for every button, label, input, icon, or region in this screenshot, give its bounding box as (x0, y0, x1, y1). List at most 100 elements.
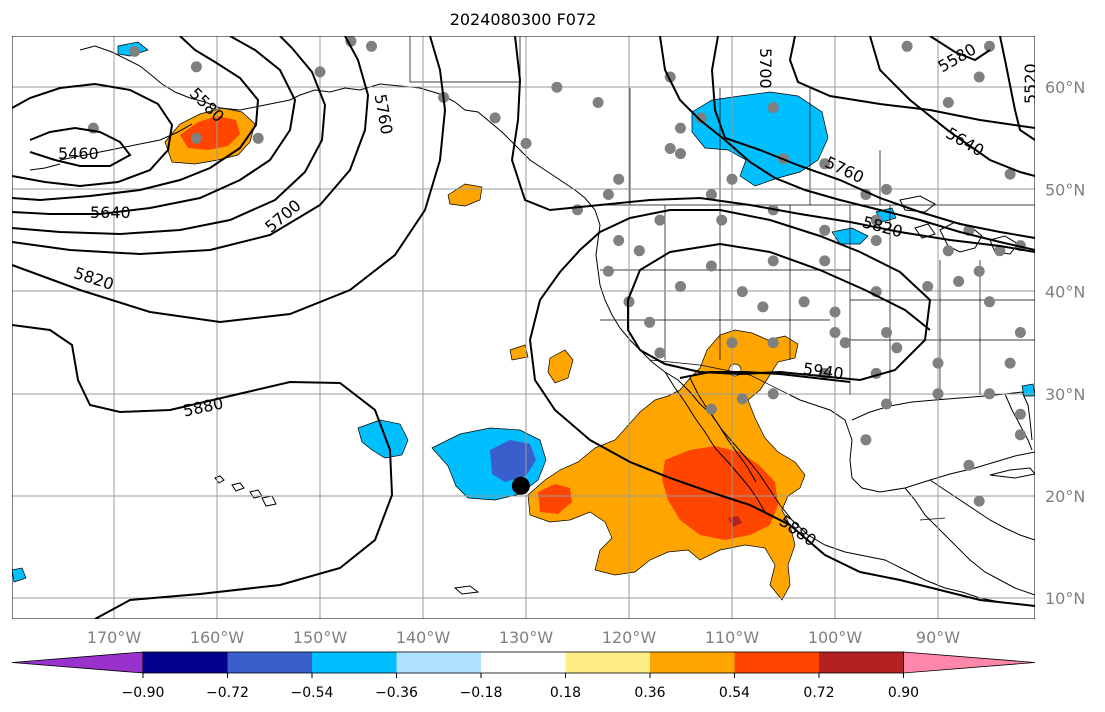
contour-5520 (12, 82, 174, 188)
station-dot (757, 301, 769, 313)
station-dot (644, 316, 656, 328)
station-dot (984, 40, 995, 52)
station-dot (767, 388, 779, 400)
station-dot (984, 296, 995, 308)
latitude-tick-label: 60°N (1045, 78, 1085, 97)
colorbar-tick-label: −0.18 (460, 685, 503, 701)
longitude-tick-label: 160°W (190, 628, 245, 647)
station-dot (932, 388, 944, 400)
contour-label: 5640 (90, 203, 131, 222)
station-dot (1014, 408, 1026, 420)
colorbar-segment (819, 652, 904, 673)
station-dot (860, 189, 872, 200)
contour-5460 (29, 126, 132, 167)
negative-anomaly-small-5 (1021, 383, 1035, 397)
station-dot (664, 143, 676, 154)
longitude-tick-label: 110°W (705, 628, 760, 647)
station-dot (705, 260, 717, 272)
station-dot (366, 40, 377, 52)
contour-5760-a (12, 36, 370, 256)
station-dot (489, 112, 501, 124)
station-dot (1036, 317, 1047, 328)
colorbar-segment (227, 652, 313, 673)
station-dot (767, 102, 779, 114)
station-dot (881, 183, 892, 195)
station-dot (973, 495, 985, 507)
longitude-tick-label: 140°W (396, 628, 451, 647)
contour-5640-a (12, 36, 297, 215)
contour-label: 5460 (58, 144, 99, 163)
colorbar-tick-label: −0.72 (206, 685, 249, 701)
gridlines (12, 36, 1035, 619)
contour-5820-a (12, 36, 447, 324)
positive-anomaly-small-1 (538, 484, 572, 514)
latitude-tick-label: 30°N (1045, 385, 1085, 404)
station-dot (767, 337, 779, 349)
longitude-tick-label: 100°W (808, 628, 863, 647)
station-dot (520, 137, 532, 149)
station-dot (870, 214, 882, 226)
station-dot (602, 189, 614, 200)
station-dot (870, 235, 882, 246)
station-dot (860, 434, 872, 446)
positive-anomaly-small-2 (547, 349, 574, 384)
station-dot (129, 45, 141, 57)
station-dot (633, 245, 645, 257)
station-dot (602, 265, 614, 277)
colorbar-outline (142, 651, 904, 674)
station-dot (705, 189, 717, 200)
station-dot (726, 173, 738, 185)
colorbar-extend-high (903, 651, 1036, 674)
contour-5760-b (710, 36, 1035, 239)
contour-5880-a (12, 324, 394, 619)
station-dot (675, 281, 686, 292)
station-dot (942, 245, 954, 257)
colorbar-segment (734, 652, 820, 673)
station-dot (654, 347, 666, 359)
station-dot (190, 132, 202, 144)
latitude-tick-label: 40°N (1045, 283, 1085, 302)
station-dot (1014, 327, 1026, 338)
station-dot (819, 158, 831, 170)
station-dot (984, 388, 995, 400)
contour-5580-b (659, 36, 1035, 251)
contour-5580-c (788, 36, 1035, 129)
station-dot (829, 327, 841, 338)
station-dot (613, 235, 625, 246)
station-dot (901, 40, 913, 52)
station-dot (973, 71, 985, 83)
colorbar-tick-label: −0.36 (375, 685, 418, 701)
colorbar-segment (312, 652, 397, 673)
station-dot (551, 81, 563, 93)
station-dot (252, 132, 264, 144)
station-dot (932, 357, 944, 369)
station-dot (922, 281, 934, 292)
station-dot (1014, 429, 1026, 441)
chart-title: 2024080300 F072 (450, 10, 597, 29)
colorbar-tick-label: 0.72 (803, 685, 834, 701)
colorbar-tick-label: 0.90 (888, 685, 919, 701)
colorbar-tick-label: 0.36 (634, 685, 665, 701)
longitude-tick-label: 150°W (293, 628, 348, 647)
longitude-tick-label: 90°W (916, 628, 960, 647)
colorbar-tick-label: 0.18 (550, 685, 581, 701)
station-dot (736, 286, 748, 298)
contour-5940 (679, 371, 851, 383)
colorbar-segment (143, 652, 228, 673)
station-dot (829, 306, 841, 318)
station-dot (705, 403, 717, 415)
colorbar-segment (650, 652, 735, 673)
station-dot (963, 459, 975, 471)
station-dot (675, 122, 686, 134)
station-dot (726, 337, 738, 349)
latitude-labels: 60°N 50°N 40°N 30°N 20°N 10°N (1045, 78, 1085, 608)
contour-5880-c (529, 339, 1035, 607)
station-dot (819, 224, 831, 236)
contour-5700-b (929, 36, 991, 62)
station-dot (819, 255, 831, 267)
height-contours (12, 36, 1035, 619)
contour-5880-b (529, 209, 932, 382)
station-dot (654, 214, 666, 226)
station-dot (994, 245, 1006, 257)
contour-5520-b (999, 36, 1035, 141)
